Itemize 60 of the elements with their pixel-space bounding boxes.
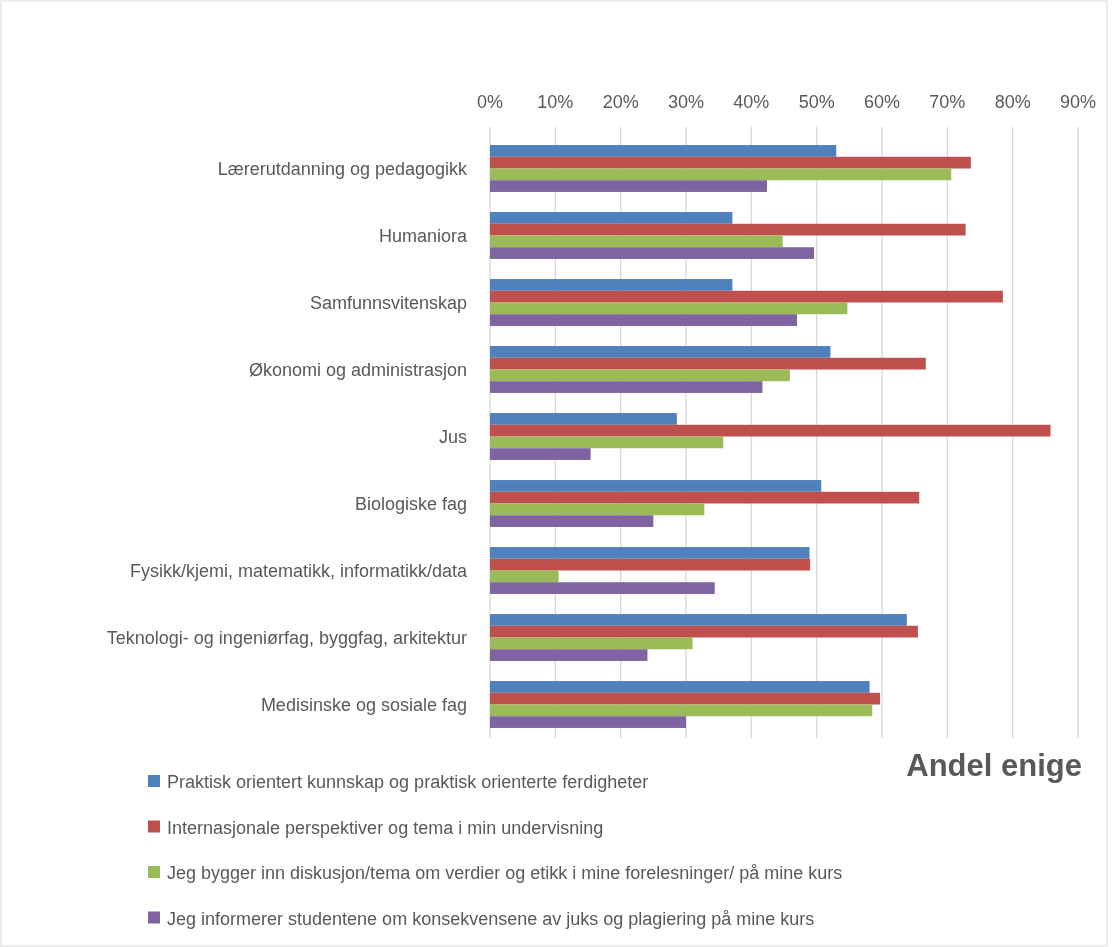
bar	[490, 716, 686, 728]
x-tick-label: 60%	[863, 92, 901, 112]
x-tick-label: 70%	[929, 92, 966, 112]
bar	[490, 357, 926, 370]
bar	[490, 570, 559, 583]
legend-label: Praktisk orientert kunnskap og praktisk orienterte ferdigheter	[167, 772, 649, 793]
y-tick-label: Fysikk/kjemi, matematikk, informatikk/data	[129, 560, 468, 581]
bar	[490, 614, 907, 626]
y-tick-label: Teknologi- og ingeniørfag, byggfag, arkitektur	[106, 627, 467, 648]
x-tick-label: 90%	[1059, 92, 1097, 112]
legend-label: Internasjonale perspektiver og tema i min undervisning	[167, 817, 604, 838]
bar	[490, 156, 971, 169]
bar	[490, 424, 1051, 437]
legend-label: Jeg informerer studentene om konsekvensene av juks og plagiering på mine kurs	[167, 908, 815, 929]
bar	[490, 290, 1003, 303]
bar	[490, 223, 966, 236]
bar	[490, 480, 822, 492]
bar	[490, 346, 831, 358]
bar	[490, 212, 733, 224]
bar	[490, 145, 837, 157]
bar	[490, 515, 654, 527]
bar	[490, 503, 705, 516]
bar	[490, 491, 920, 504]
bar	[490, 180, 768, 192]
bar	[490, 302, 848, 315]
bar	[490, 681, 870, 693]
bar	[490, 692, 881, 705]
x-tick-label: 10%	[537, 92, 574, 112]
y-tick-label: Samfunnsvitenskap	[309, 292, 467, 313]
bar	[490, 436, 724, 449]
bar	[490, 168, 952, 181]
bar	[490, 279, 733, 291]
bar	[490, 314, 798, 326]
x-tick-label: 0%	[476, 92, 504, 112]
y-tick-label: Økonomi og administrasjon	[248, 359, 467, 380]
bar	[490, 381, 763, 393]
x-axis-title: Andel enige	[906, 748, 1082, 783]
bar	[490, 448, 591, 460]
bar	[490, 625, 918, 638]
y-tick-label: Lærerutdanning og pedagogikk	[217, 158, 468, 179]
bar	[490, 704, 873, 717]
bar	[490, 369, 790, 382]
x-tick-label: 50%	[798, 92, 835, 112]
x-tick-label: 40%	[733, 92, 770, 112]
bar	[490, 413, 677, 425]
x-tick-label: 20%	[602, 92, 639, 112]
bar	[490, 649, 648, 661]
x-tick-label: 30%	[667, 92, 705, 112]
bar	[490, 235, 783, 248]
bar	[490, 547, 810, 559]
legend-label: Jeg bygger inn diskusjon/tema om verdier og etikk i mine forelesninger/ på mine kurs	[167, 863, 843, 884]
y-tick-label: Medisinske og sosiale fag	[260, 694, 467, 715]
x-tick-label: 80%	[994, 92, 1031, 112]
bar	[490, 558, 811, 571]
y-tick-label: Biologiske fag	[354, 493, 467, 514]
y-tick-label: Humaniora	[378, 225, 468, 246]
bar	[490, 637, 693, 650]
bar	[490, 582, 715, 594]
y-tick-label: Jus	[438, 426, 467, 447]
bar	[490, 247, 815, 259]
